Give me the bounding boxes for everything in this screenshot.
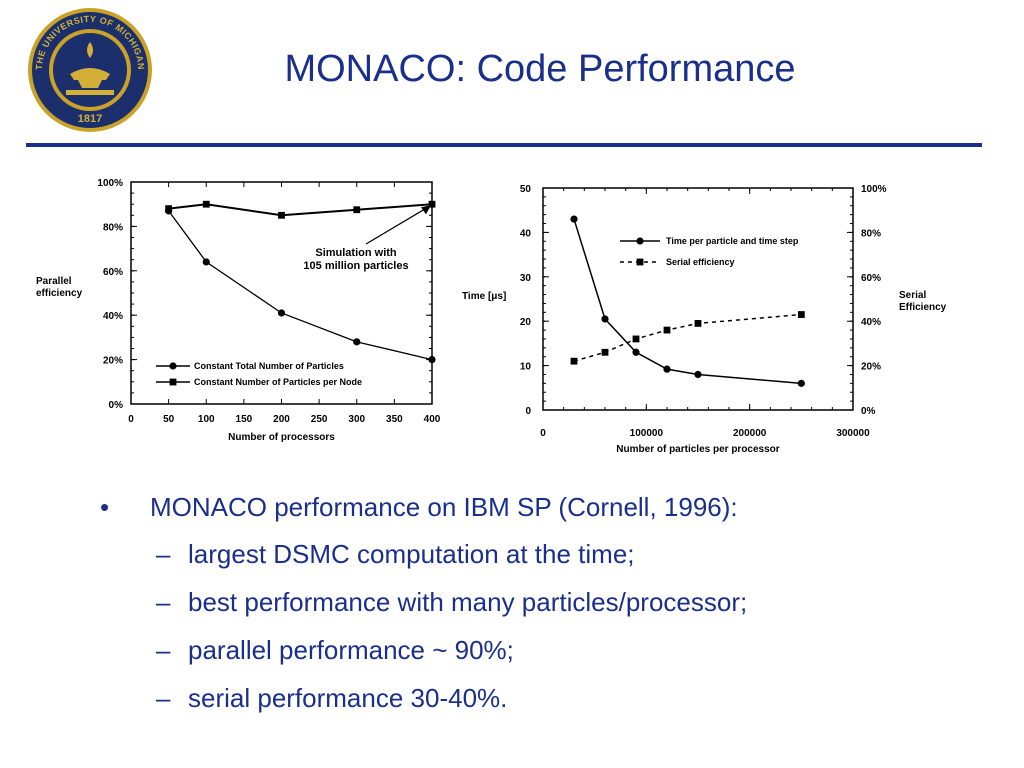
y-tick-label: 40 — [520, 228, 532, 239]
x-tick-label: 0 — [540, 428, 546, 439]
y-tick-label: 50 — [520, 184, 532, 195]
legend-label: Constant Number of Particles per Node — [194, 377, 362, 387]
data-point — [278, 211, 285, 219]
title-divider — [26, 143, 982, 147]
y2-tick-label: 60% — [861, 273, 881, 284]
dash-marker: – — [156, 587, 171, 617]
y-axis-label: Parallel — [36, 276, 72, 287]
data-point — [694, 320, 702, 327]
data-point — [202, 258, 210, 266]
x-tick-label: 200 — [273, 414, 290, 425]
legend-marker — [636, 237, 644, 245]
parallel-efficiency-chart: 0 50 100 150 200 250 300 350 400 0% 20% 40% 60% 80% 10… — [36, 178, 441, 443]
sub-bullet-item: – serial performance 30-40%. — [100, 674, 1000, 722]
sub-bullet-item: – parallel performance ~ 90%; — [100, 626, 1000, 674]
data-point — [601, 315, 609, 323]
y-axis-label: Time [μs] — [462, 291, 506, 302]
sub-bullet-text: largest DSMC computation at the time; — [188, 539, 635, 569]
series-line — [573, 313, 802, 362]
data-point — [428, 200, 436, 208]
annotation-text: 105 million particles — [303, 260, 408, 272]
y-tick-label: 20 — [520, 317, 532, 328]
dash-marker: – — [156, 683, 171, 713]
data-point — [632, 335, 640, 343]
y2-tick-label: 100% — [861, 184, 887, 195]
annotation-text: Simulation with — [315, 247, 397, 259]
data-point — [277, 309, 286, 317]
legend-label: Constant Total Number of Particles — [194, 361, 344, 371]
seal-year: 1817 — [78, 113, 102, 125]
y-tick-label: 0% — [109, 400, 124, 411]
y-tick-label: 30 — [520, 273, 532, 284]
data-point — [663, 365, 671, 373]
y-tick-label: 40% — [103, 311, 123, 322]
x-tick-label: 300 — [348, 414, 365, 425]
data-point — [202, 200, 210, 208]
x-tick-label: 100 — [198, 414, 215, 425]
legend-marker — [169, 378, 177, 386]
x-tick-label: 50 — [163, 414, 175, 425]
series-line — [168, 210, 433, 361]
y-tick-label: 60% — [103, 267, 123, 278]
y2-tick-label: 80% — [861, 228, 881, 239]
data-point — [353, 206, 361, 214]
data-point — [165, 205, 173, 213]
y2-tick-label: 0% — [861, 406, 876, 417]
annotation-arrow — [365, 206, 429, 245]
x-tick-label: 0 — [128, 414, 134, 425]
sub-bullet-text: serial performance 30-40%. — [188, 683, 508, 713]
series-line — [573, 218, 802, 385]
sub-bullet-text: parallel performance ~ 90%; — [188, 635, 514, 665]
y2-axis-label: Efficiency — [899, 302, 947, 313]
y-axis-label: efficiency — [36, 288, 83, 299]
university-seal-icon: THE UNIVERSITY OF MICHIGAN 1817 — [28, 8, 152, 132]
data-point — [632, 348, 640, 356]
bullet-marker: • — [100, 492, 110, 522]
dash-marker: – — [156, 635, 171, 665]
x-tick-label: 100000 — [630, 428, 664, 439]
bullet-text: MONACO performance on IBM SP (Cornell, 1… — [150, 492, 738, 522]
annotation-arrowhead — [421, 205, 431, 215]
data-point — [353, 338, 361, 346]
y-tick-label: 10 — [520, 362, 532, 373]
x-tick-label: 350 — [386, 414, 403, 425]
x-tick-label: 250 — [311, 414, 328, 425]
x-tick-label: 200000 — [733, 428, 767, 439]
y2-tick-label: 20% — [861, 362, 881, 373]
y-tick-label: 0 — [525, 406, 531, 417]
data-point — [663, 326, 671, 334]
plot-frame — [542, 187, 854, 411]
legend-marker — [169, 362, 177, 370]
x-tick-label: 150 — [236, 414, 253, 425]
dash-marker: – — [156, 539, 171, 569]
data-point — [570, 215, 578, 223]
y2-axis-label: Serial — [899, 290, 926, 301]
bullet-list: • MONACO performance on IBM SP (Cornell,… — [100, 484, 1000, 722]
data-point — [797, 311, 805, 318]
legend-marker — [636, 258, 644, 266]
sub-bullet-item: – best performance with many particles/p… — [100, 578, 1000, 626]
y2-tick-label: 40% — [861, 317, 881, 328]
data-point — [694, 370, 702, 379]
x-axis-label: Number of particles per processor — [616, 444, 779, 455]
y-tick-label: 100% — [97, 178, 123, 189]
time-per-particle-chart: 0 100000 200000 300000 0 10 20 30 40 50 0% 20% 40% 60… — [462, 184, 947, 455]
data-point — [601, 348, 609, 356]
data-point — [797, 379, 805, 387]
data-point — [428, 356, 436, 364]
data-point — [570, 357, 578, 365]
legend-label: Time per particle and time step — [666, 236, 799, 246]
x-tick-label: 400 — [424, 414, 441, 425]
sub-bullet-text: best performance with many particles/pro… — [188, 587, 748, 617]
sub-bullet-item: – largest DSMC computation at the time; — [100, 530, 1000, 578]
bullet-item: • MONACO performance on IBM SP (Cornell,… — [100, 484, 1000, 530]
y-tick-label: 80% — [103, 222, 123, 233]
x-axis-label: Number of processors — [228, 432, 335, 443]
legend-label: Serial efficiency — [666, 257, 735, 267]
y-tick-label: 20% — [103, 356, 123, 367]
x-tick-label: 300000 — [836, 428, 870, 439]
page-title: MONACO: Code Performance — [284, 48, 796, 90]
